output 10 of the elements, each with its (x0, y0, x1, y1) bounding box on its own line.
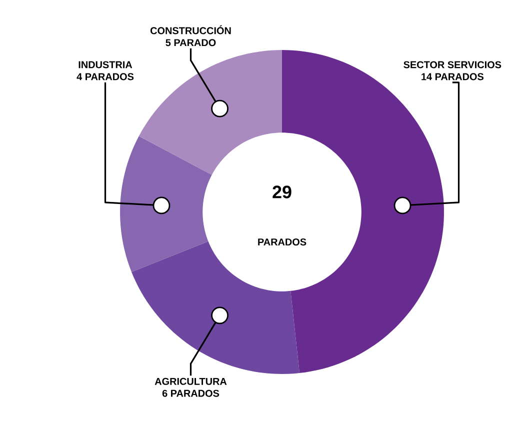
data-label: 14 PARADOS (422, 73, 484, 80)
data-label: 4 PARADOS (76, 73, 134, 80)
slice-label: AGRICULTURA (154, 378, 227, 385)
text: 29 (272, 186, 292, 198)
slice-label: SECTOR SERVICIOS (404, 61, 502, 68)
text: PARADOS (258, 238, 306, 246)
slice-label: CONSTRUCCIÓN (150, 25, 231, 34)
data-label: 6 PARADOS (162, 390, 220, 397)
data-label: 5 PARADO (166, 39, 216, 46)
slice-label: INDUSTRIA (78, 61, 132, 68)
